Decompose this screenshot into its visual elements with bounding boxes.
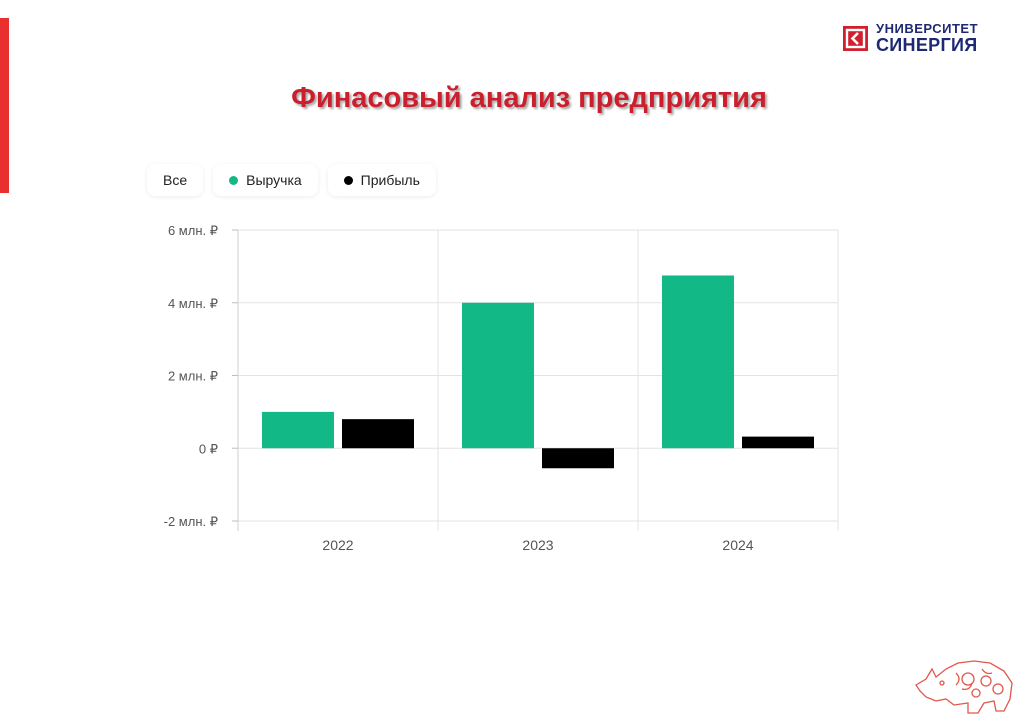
logo-line2: СИНЕРГИЯ	[876, 35, 978, 55]
y-tick-label: 6 млн. ₽	[168, 223, 218, 238]
bar-revenue-2023	[462, 302, 534, 449]
page-title: Финасовый анализ предприятия	[291, 82, 767, 114]
y-tick-label: 0 ₽	[199, 441, 218, 456]
bar-profit-2023	[542, 448, 614, 469]
logo-mark-icon	[843, 25, 868, 51]
chart-legend: Все Выручка Прибыль	[147, 164, 436, 196]
x-tick-label: 2022	[322, 537, 353, 553]
logo-line1: УНИВЕРСИТЕТ	[876, 21, 979, 36]
x-tick-label: 2023	[522, 537, 553, 553]
rhino-logo-icon	[915, 660, 1013, 714]
profit-dot-icon	[343, 175, 353, 185]
legend-all-button[interactable]: Все	[147, 164, 204, 196]
bar-chart: 6 млн. ₽ 4 млн. ₽ 2 млн. ₽ 0 ₽ -2 млн. ₽ 2022…	[164, 223, 839, 553]
x-tick-label: 2024	[722, 537, 753, 553]
legend-revenue-label: Выручка	[246, 172, 302, 188]
bar-profit-2022	[342, 419, 414, 449]
revenue-dot-icon	[229, 175, 239, 185]
bar-profit-2024	[742, 436, 814, 449]
y-tick-label: -2 млн. ₽	[164, 514, 218, 529]
y-tick-label: 2 млн. ₽	[168, 369, 218, 384]
legend-profit-button[interactable]: Прибыль	[327, 164, 436, 196]
legend-profit-label: Прибыль	[360, 172, 420, 188]
legend-all-label: Все	[163, 172, 188, 188]
bar-revenue-2022	[262, 411, 334, 449]
bar-revenue-2024	[662, 275, 734, 449]
accent-stripe	[0, 18, 9, 193]
y-tick-label: 4 млн. ₽	[168, 296, 218, 311]
logo: УНИВЕРСИТЕТ СИНЕРГИЯ	[843, 22, 978, 54]
legend-revenue-button[interactable]: Выручка	[213, 164, 318, 196]
